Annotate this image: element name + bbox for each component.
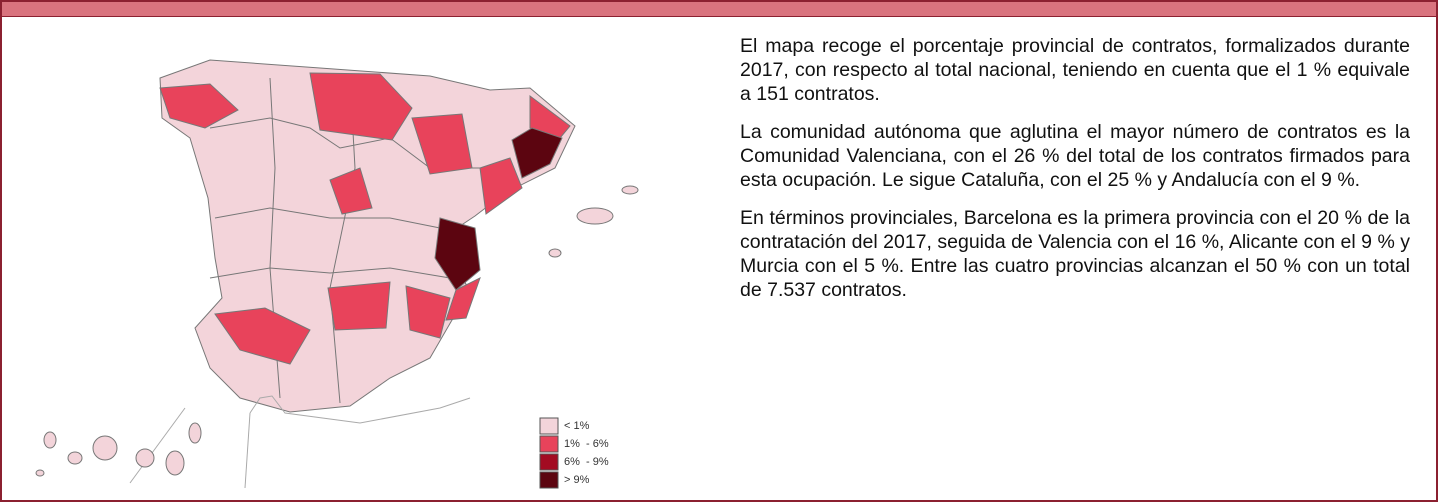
borders xyxy=(209,267,451,279)
legend: < 1% 1% - 6% 6% - 9% > 9% xyxy=(539,417,609,489)
province xyxy=(159,83,239,129)
legend-label: > 9% xyxy=(564,474,590,486)
province xyxy=(434,217,481,291)
canary xyxy=(67,451,83,465)
legend-label: 6% - 9% xyxy=(564,456,609,468)
coast-line xyxy=(244,412,251,489)
canary xyxy=(92,435,118,461)
province xyxy=(411,113,473,175)
coast-line xyxy=(249,395,471,424)
paragraph: El mapa recoge el porcentaje provincial … xyxy=(740,35,1410,105)
province xyxy=(445,277,481,321)
balearic xyxy=(576,207,614,225)
paragraph: En términos provinciales, Barcelona es l… xyxy=(740,207,1410,301)
canary xyxy=(165,450,185,476)
borders xyxy=(214,207,441,229)
paragraph: La comunidad autónoma que aglutina el ma… xyxy=(740,121,1410,191)
province xyxy=(329,167,373,215)
legend-swatch xyxy=(539,471,559,489)
province xyxy=(327,281,391,331)
spain-map xyxy=(35,59,639,489)
canary xyxy=(188,422,202,444)
legend-label: 1% - 6% xyxy=(564,438,609,450)
province xyxy=(309,72,413,141)
canary xyxy=(135,448,155,468)
canarias-divider xyxy=(129,407,186,484)
balearic xyxy=(621,185,639,195)
province xyxy=(214,307,311,365)
legend-swatch xyxy=(539,453,559,471)
description: El mapa recoge el porcentaje provincial … xyxy=(740,34,1410,316)
province xyxy=(511,127,563,179)
canary xyxy=(43,431,57,449)
legend-swatch xyxy=(539,417,559,435)
legend-swatch xyxy=(539,435,559,453)
header-bar xyxy=(0,0,1438,16)
legend-label: < 1% xyxy=(564,420,590,432)
map: < 1% 1% - 6% 6% - 9% > 9% xyxy=(35,59,639,489)
canary xyxy=(35,469,45,477)
balearic xyxy=(548,248,562,258)
province xyxy=(479,157,523,215)
content-box xyxy=(0,16,1438,502)
province xyxy=(405,285,451,339)
